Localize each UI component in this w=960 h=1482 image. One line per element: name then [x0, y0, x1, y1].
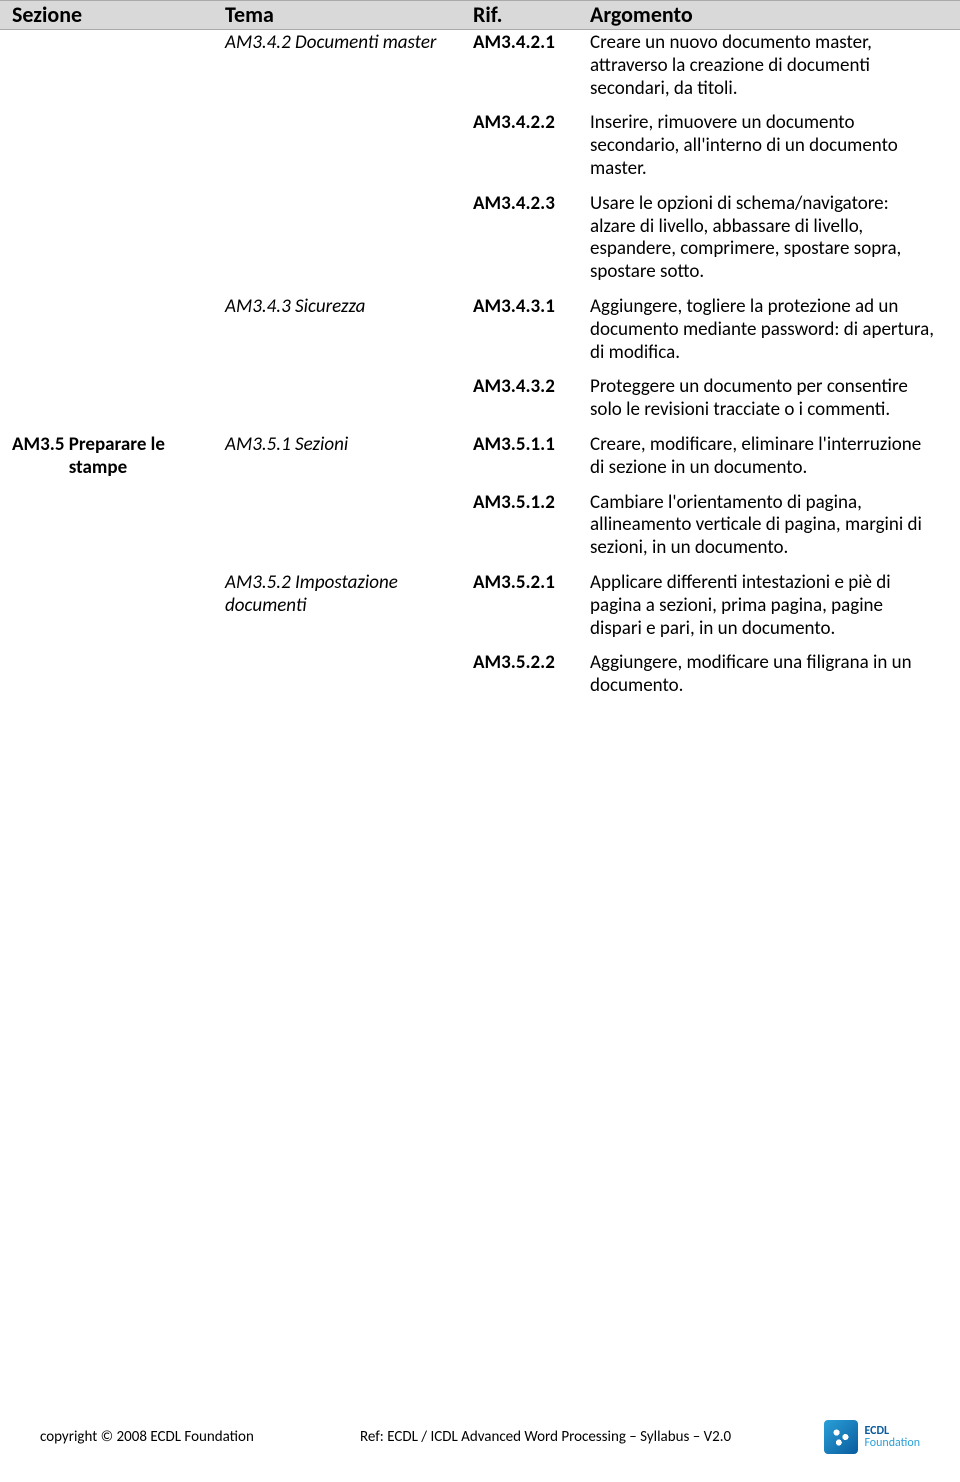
table-header: Sezione Tema Rif. Argomento	[0, 0, 960, 30]
table-row: AM3.4.2 Documenti master AM3.4.2.1 Crear…	[0, 30, 960, 110]
cell-argomento: Inserire, rimuovere un documento seconda…	[590, 112, 948, 180]
table-row: AM3.4.3.2 Proteggere un documento per co…	[0, 374, 960, 432]
cell-argomento: Applicare differenti intestazioni e piè …	[590, 572, 948, 640]
cell-argomento: Creare, modificare, eliminare l'interruz…	[590, 434, 948, 480]
table-body: AM3.4.2 Documenti master AM3.4.2.1 Crear…	[0, 30, 960, 708]
cell-rif: AM3.4.3.2	[473, 376, 590, 399]
sezione-code: AM3.5	[12, 433, 64, 456]
col-header-sezione: Sezione	[0, 3, 225, 27]
table-row: AM3.5.1.2 Cambiare l'orientamento di pag…	[0, 490, 960, 570]
table-row: AM3.4.3 Sicurezza AM3.4.3.1 Aggiungere, …	[0, 294, 960, 374]
logo-line2: Foundation	[864, 1437, 920, 1449]
cell-rif: AM3.5.1.1	[473, 434, 590, 457]
cell-argomento: Aggiungere, togliere la protezione ad un…	[590, 296, 948, 364]
cell-argomento: Creare un nuovo documento master, attrav…	[590, 32, 948, 100]
table-row: AM3.5.2.2 Aggiungere, modificare una fil…	[0, 650, 960, 708]
cell-tema: AM3.4.3 Sicurezza	[225, 296, 473, 319]
table-row: AM3.4.2.2 Inserire, rimuovere un documen…	[0, 110, 960, 190]
ecdl-logo: ECDL Foundation	[824, 1420, 920, 1454]
cell-rif: AM3.5.1.2	[473, 492, 590, 515]
cell-argomento: Usare le opzioni di schema/navigatore: a…	[590, 193, 948, 284]
ecdl-logo-icon	[824, 1420, 858, 1454]
cell-tema: AM3.4.2 Documenti master	[225, 32, 473, 55]
cell-tema: AM3.5.1 Sezioni	[225, 434, 473, 457]
cell-sezione: AM3.5 Preparare lestampe	[0, 434, 225, 480]
ecdl-logo-text: ECDL Foundation	[864, 1425, 920, 1449]
table-row: AM3.4.2.3 Usare le opzioni di schema/nav…	[0, 191, 960, 294]
page-footer: copyright © 2008 ECDL Foundation Ref: EC…	[0, 1420, 960, 1454]
footer-ref: Ref: ECDL / ICDL Advanced Word Processin…	[340, 1428, 824, 1446]
cell-rif: AM3.4.3.1	[473, 296, 590, 319]
cell-rif: AM3.4.2.1	[473, 32, 590, 55]
table-row: AM3.5.2 Impostazione documenti AM3.5.2.1…	[0, 570, 960, 650]
col-header-tema: Tema	[225, 3, 473, 27]
cell-tema: AM3.5.2 Impostazione documenti	[225, 572, 473, 618]
col-header-argomento: Argomento	[590, 3, 960, 27]
sezione-title: Preparare lestampe	[69, 434, 165, 480]
cell-rif: AM3.4.2.3	[473, 193, 590, 216]
cell-argomento: Proteggere un documento per consentire s…	[590, 376, 948, 422]
cell-rif: AM3.5.2.2	[473, 652, 590, 675]
cell-rif: AM3.5.2.1	[473, 572, 590, 595]
footer-copyright: copyright © 2008 ECDL Foundation	[40, 1428, 340, 1446]
cell-rif: AM3.4.2.2	[473, 112, 590, 135]
table-row: AM3.5 Preparare lestampe AM3.5.1 Sezioni…	[0, 432, 960, 490]
cell-argomento: Aggiungere, modificare una filigrana in …	[590, 652, 948, 698]
col-header-rif: Rif.	[473, 3, 590, 27]
cell-argomento: Cambiare l'orientamento di pagina, allin…	[590, 492, 948, 560]
